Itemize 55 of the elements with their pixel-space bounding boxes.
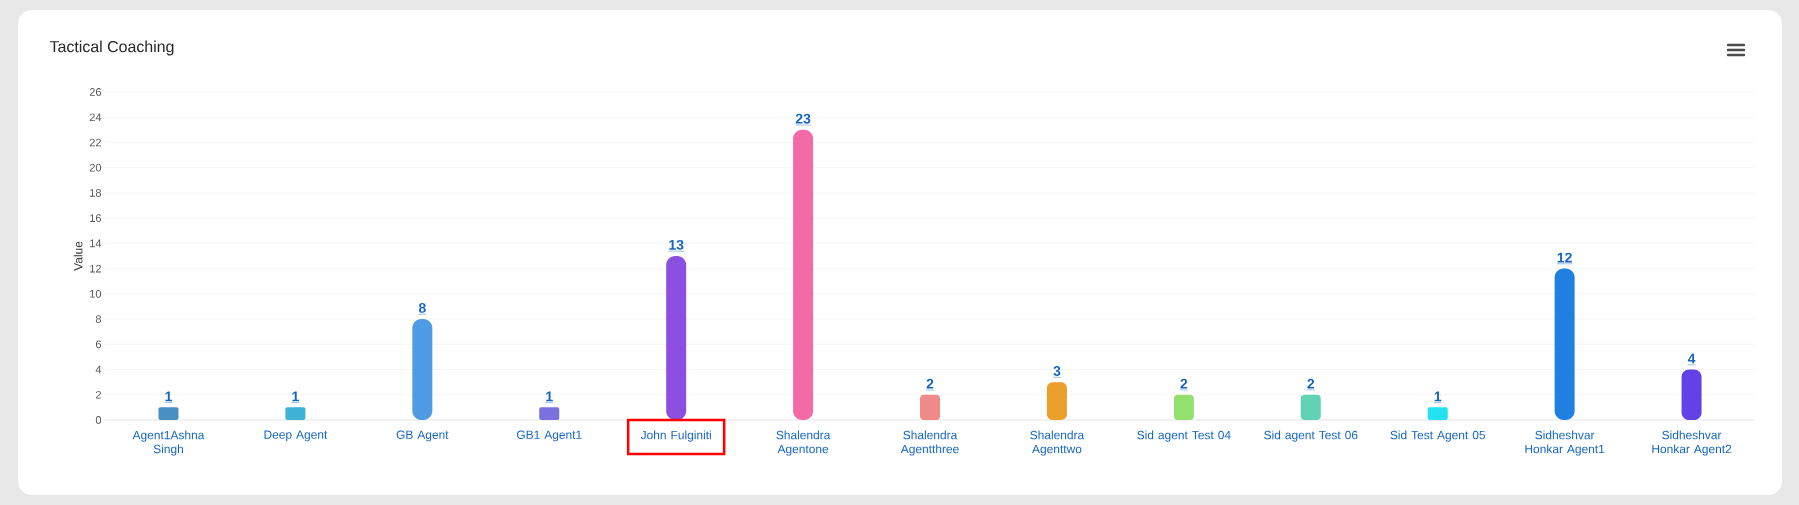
x-tick-label: Sid agent Test 06 [1264,430,1358,442]
y-tick-label: 12 [90,264,101,273]
data-label: 2 [1180,378,1188,389]
bar [1173,394,1194,420]
y-tick-label: 0 [95,416,102,424]
bar [412,319,433,420]
data-label: 3 [1053,366,1061,376]
data-label: 2 [926,378,934,389]
y-tick-label: 24 [89,113,102,122]
y-tick-label: 14 [90,239,102,248]
x-tick-label: Shalendra Agentthree [900,430,959,456]
y-tick-label: 18 [90,189,102,197]
y-axis-title: Value [73,241,83,271]
x-tick-label: Shalendra Agentone [776,430,831,456]
data-label: 12 [1557,252,1572,263]
data-label: 4 [1687,353,1696,364]
bar [793,129,814,420]
y-tick-label: 10 [90,289,102,298]
x-tick-label: GB Agent [396,430,449,442]
bar [539,407,560,420]
y-tick-label: 22 [89,138,101,147]
x-tick-label: Sidheshvar Honkar Agent1 [1525,430,1605,456]
y-tick-label: 20 [89,163,102,172]
bar [1681,369,1702,420]
data-label: 1 [165,391,172,402]
bar [158,407,179,420]
x-tick-label: Sidheshvar Honkar Agent2 [1652,430,1732,456]
y-tick-label: 16 [90,214,102,223]
x-tick-label: Sid Test Agent 05 [1390,430,1486,442]
data-label: 2 [1307,378,1315,389]
data-label: 1 [292,391,299,402]
y-tick-label: 4 [95,365,102,374]
x-tick-label: GB1 Agent1 [516,430,582,442]
bar [666,255,687,420]
x-tick-label: Deep Agent [264,430,328,442]
data-label: 13 [669,239,684,250]
x-tick-label: Agent1Ashna Singh [132,430,205,456]
y-tick-label: 26 [89,88,102,96]
x-tick-label: Sid agent Test 04 [1137,430,1231,442]
bar [1046,382,1067,420]
bar [285,407,306,420]
data-label: 1 [546,391,553,402]
x-tick-label: John Fulginiti [640,430,711,442]
data-label: 1 [1434,391,1442,402]
data-label: 8 [418,302,426,313]
bar [1427,407,1448,420]
x-tick-label: Shalendra Agenttwo [1030,430,1085,456]
data-label: 23 [795,113,811,124]
bar [1554,268,1575,420]
bar [1300,394,1321,420]
y-tick-label: 8 [95,315,102,323]
y-tick-label: 2 [95,390,101,399]
chart-title: Tactical Coaching [49,40,174,56]
bar [920,394,941,420]
y-tick-label: 6 [95,340,102,349]
